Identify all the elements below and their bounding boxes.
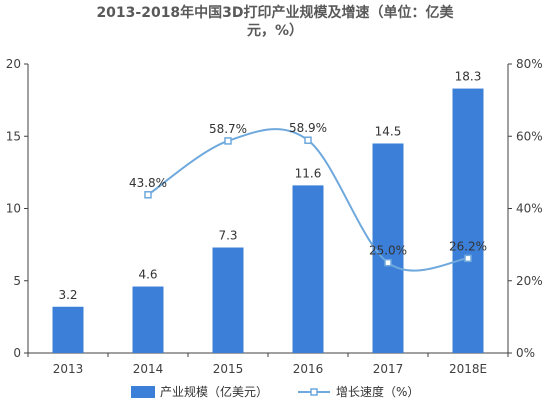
chart-title: 2013-2018年中国3D打印产业规模及增速（单位：亿美 元，%） (0, 4, 550, 40)
bar-series (52, 88, 484, 353)
line-marker (304, 136, 312, 144)
x-tick-label: 2014 (133, 362, 164, 376)
bar (452, 88, 484, 353)
line-value-label: 58.9% (289, 121, 327, 135)
y-right-tick-label: 60% (516, 129, 543, 143)
legend-bar-swatch (131, 386, 155, 398)
bar-value-label: 11.6 (295, 166, 322, 180)
chart-title-line-2: 元，%） (246, 23, 304, 39)
legend-line-label: 增长速度（%） (336, 384, 419, 399)
y-right-tick-label: 80% (516, 57, 543, 71)
bar-value-label: 4.6 (138, 268, 157, 282)
y-left-tick-label: 10 (6, 202, 21, 216)
bar-value-label: 18.3 (455, 70, 482, 84)
y-left-tick-label: 5 (13, 274, 21, 288)
y-right-tick-label: 20% (516, 274, 543, 288)
bar (292, 185, 324, 353)
x-tick-label: 2016 (293, 362, 324, 376)
y-right-tick-label: 40% (516, 202, 543, 216)
line-series (144, 128, 472, 272)
line-marker (144, 191, 152, 199)
y-left-tick-label: 0 (13, 346, 21, 360)
x-tick-label: 2013 (53, 362, 84, 376)
bar-value-label: 3.2 (58, 288, 77, 302)
line-value-label: 58.7% (209, 122, 247, 136)
bar (372, 143, 404, 353)
line-marker (464, 254, 472, 263)
data-labels: 3.2 4.6 7.3 11.6 14.5 18.3 43.8% 58.7% 58.9% 25.0… (58, 70, 487, 302)
line-marker (224, 137, 232, 145)
x-tick-label: 2017 (373, 362, 404, 376)
y-left-tick-label: 15 (6, 129, 21, 143)
x-tick-label: 2015 (213, 362, 244, 376)
axes: 0 5 10 15 20 0% 20% 40% 60% 80% 2013 2014 2015 2016 20… (6, 57, 543, 376)
y-right-tick-label: 0% (516, 346, 535, 360)
line-value-label: 43.8% (129, 176, 167, 190)
legend: 产业规模（亿美元） 增长速度（%） (131, 384, 419, 399)
line-marker (384, 258, 392, 267)
legend-line-marker (310, 388, 318, 396)
legend-bar-label: 产业规模（亿美元） (160, 384, 268, 399)
bar-value-label: 7.3 (218, 229, 237, 243)
line-value-label: 26.2% (449, 239, 487, 253)
bar (212, 247, 244, 353)
chart-title-line-1: 2013-2018年中国3D打印产业规模及增速（单位：亿美 (96, 5, 454, 21)
x-tick-label: 2018E (449, 362, 487, 376)
bar (52, 306, 84, 353)
line-value-label: 25.0% (369, 244, 407, 258)
y-left-tick-label: 20 (6, 57, 21, 71)
bar (132, 286, 164, 353)
bar-value-label: 14.5 (375, 124, 402, 138)
